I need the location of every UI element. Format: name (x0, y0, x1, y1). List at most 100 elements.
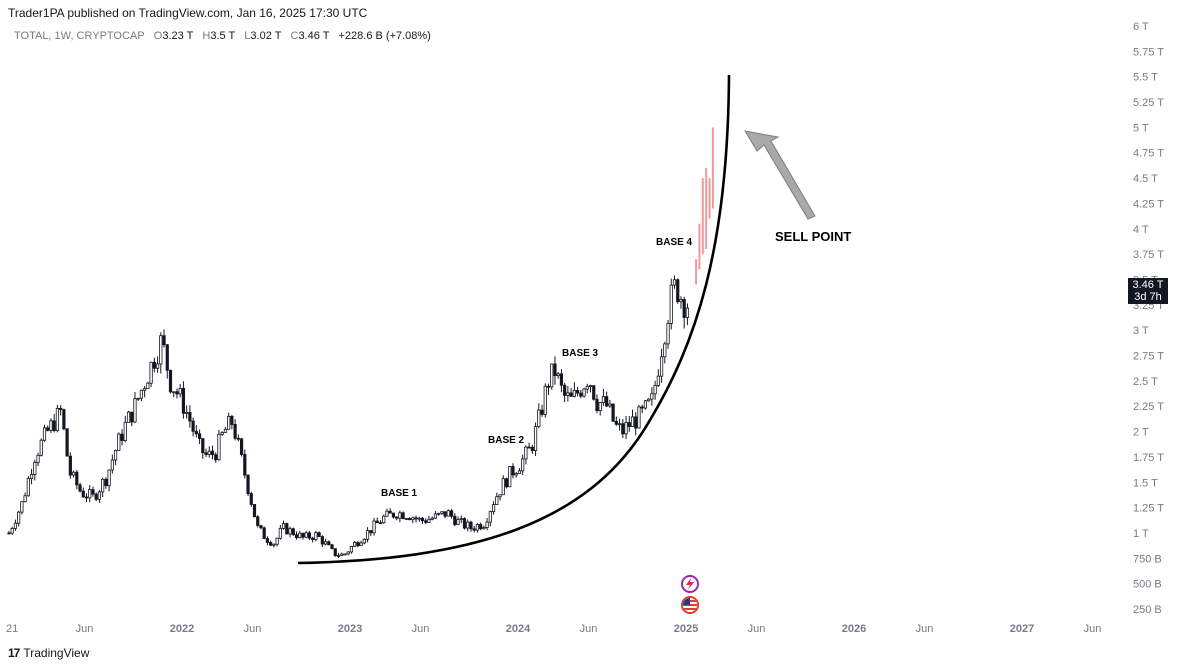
candle-body (427, 518, 431, 523)
x-tick-label: Jun (76, 623, 94, 635)
candle-body (666, 323, 670, 345)
candle-body (91, 489, 95, 495)
tradingview-footer[interactable]: 17 TradingView (8, 646, 89, 660)
candle-body (107, 469, 111, 487)
candle-body (527, 446, 531, 449)
candle-body (181, 388, 186, 414)
candle-body (256, 516, 260, 526)
bar-countdown: 3d 7h (1134, 291, 1162, 303)
x-tick-label: Jun (244, 623, 262, 635)
candle-body (97, 491, 102, 500)
candle-body (201, 438, 205, 454)
candle-body (175, 391, 179, 395)
close-value: 3.46 T (298, 30, 330, 42)
candle-body (617, 423, 622, 426)
y-tick-label: 1.75 T (1133, 452, 1164, 464)
candle-body (621, 423, 625, 435)
candle-body (385, 510, 389, 517)
last-price: 3.46 T (1132, 279, 1164, 291)
y-tick-label: 500 B (1133, 579, 1162, 591)
candle-body (188, 412, 192, 422)
candle-body (233, 424, 237, 439)
candle-body (485, 521, 489, 528)
candle-body (433, 513, 438, 519)
candle-body (59, 407, 63, 410)
x-tick-label: 2022 (170, 623, 194, 635)
x-tick-label: Jun (748, 623, 766, 635)
candle-body (194, 430, 198, 435)
candle-body (491, 504, 496, 513)
candle-body (608, 403, 612, 407)
candle-body (317, 532, 321, 537)
candlestick-series (7, 275, 690, 559)
candle-body (572, 390, 576, 397)
y-tick-label: 3.75 T (1133, 249, 1164, 261)
candle-body (55, 407, 60, 431)
candle-body (217, 433, 221, 461)
y-tick-label: 5.5 T (1133, 72, 1158, 84)
candle-body (110, 459, 114, 471)
candle-body (566, 392, 570, 396)
candle-body (343, 553, 347, 556)
x-tick-label: 2023 (338, 623, 362, 635)
candle-body (101, 478, 105, 493)
candle-body (178, 388, 182, 395)
y-tick-label: 2 T (1133, 427, 1149, 439)
candle-body (634, 416, 638, 429)
candle-body (239, 438, 244, 455)
candle-body (569, 392, 573, 397)
candle-body (611, 403, 615, 422)
candle-body (210, 450, 215, 456)
candle-body (676, 279, 680, 303)
us-flag-icon[interactable] (681, 596, 699, 614)
candle-body (7, 532, 11, 535)
candle-body (120, 433, 124, 441)
y-tick-label: 2.5 T (1133, 376, 1158, 388)
candle-body (269, 542, 273, 546)
candle-body (249, 493, 253, 505)
candle-body (236, 437, 240, 440)
candle-body (165, 344, 169, 371)
candle-body (407, 518, 412, 521)
candle-body (26, 478, 30, 497)
candle-body (333, 548, 337, 557)
candle-body (437, 512, 441, 515)
candle-body (495, 496, 499, 505)
candle-body (307, 532, 312, 539)
candle-body (314, 532, 318, 540)
x-tick-label: 2024 (506, 623, 531, 635)
time-axis[interactable]: 21 Jun 2022 Jun 2023 Jun 2024 Jun 2025 Jun 2026 Jun… (6, 623, 1101, 635)
candle-body (401, 512, 405, 520)
candle-body (672, 279, 677, 286)
candle-body (647, 398, 651, 402)
candle-body (133, 398, 137, 423)
candle-body (498, 494, 502, 498)
candle-body (446, 510, 450, 517)
candle-body (197, 433, 202, 439)
candle-body (605, 396, 609, 407)
lightning-icon[interactable] (681, 575, 699, 593)
candle-body (285, 523, 289, 535)
candle-body (262, 527, 266, 539)
candle-body (185, 412, 189, 414)
candle-body (679, 299, 683, 303)
candle-body (414, 517, 418, 520)
candle-body (614, 420, 618, 425)
candle-body (501, 478, 505, 496)
high-value: 3.5 T (210, 30, 236, 42)
candle-body (459, 518, 463, 520)
candle-body (508, 466, 512, 488)
symbol-name[interactable]: TOTAL, 1W, CRYPTOCAP (14, 30, 145, 42)
price-axis[interactable]: 6 T 5.75 T 5.5 T 5.25 T 5 T 4.75 T 4.5 T 4.25 T… (1133, 21, 1164, 616)
candle-body (656, 375, 660, 386)
x-tick-label: 2026 (842, 623, 866, 635)
x-tick-label: 21 (6, 623, 18, 635)
candle-body (71, 471, 76, 476)
candle-body (456, 519, 460, 526)
low-label: L (244, 30, 251, 42)
candle-body (94, 493, 98, 500)
y-tick-label: 2.75 T (1133, 351, 1164, 363)
annotation-base-4: BASE 4 (656, 237, 693, 248)
parabolic-curve (297, 74, 731, 565)
